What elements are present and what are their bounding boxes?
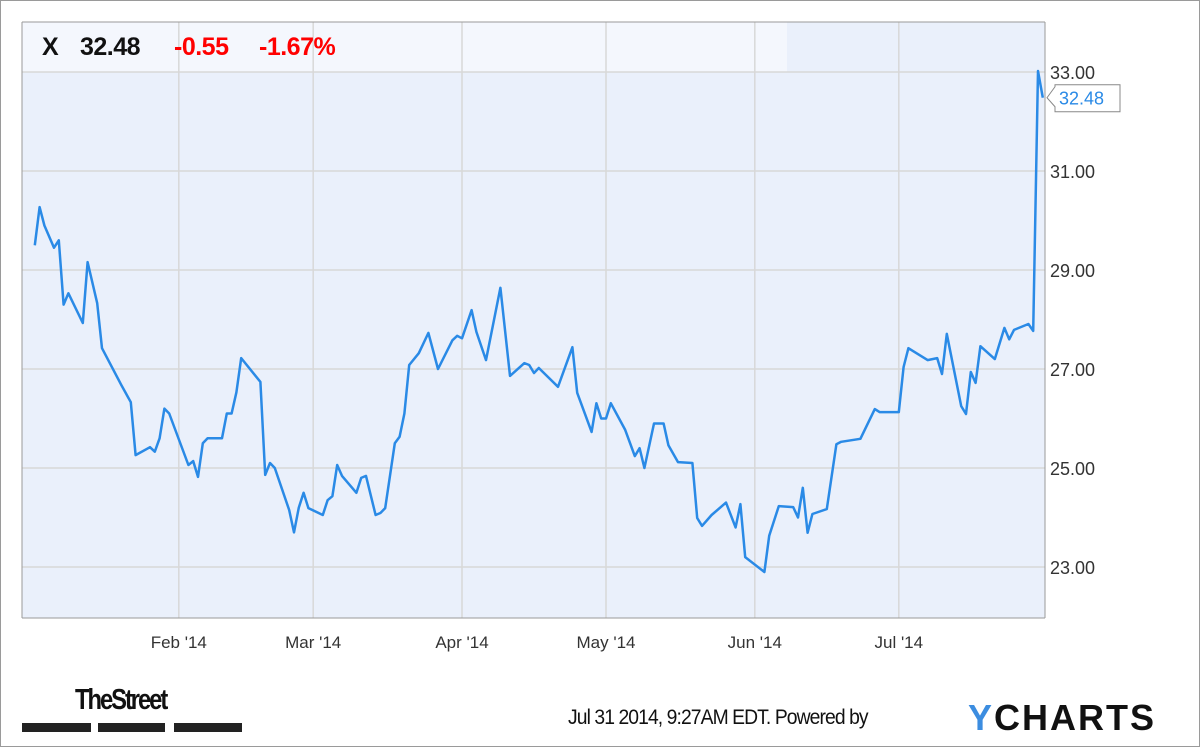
x-tick-label: Apr '14 (435, 633, 488, 652)
y-tick-label: 23.00 (1050, 558, 1095, 578)
price-change: -0.55 (174, 33, 229, 61)
price-line (33, 69, 1045, 574)
timestamp: Jul 31 2014, 9:27AM EDT. Powered by (568, 706, 869, 730)
y-tick-label: 27.00 (1050, 360, 1095, 380)
last-value-label: 32.48 (1059, 89, 1104, 109)
powered-by-text: Powered by (774, 706, 869, 729)
x-tick-label: Mar '14 (285, 633, 341, 652)
x-tick-label: Jul '14 (874, 633, 923, 652)
y-tick-label: 25.00 (1050, 459, 1095, 479)
ycharts-logo-y: Y (968, 697, 995, 738)
y-tick-label: 33.00 (1050, 63, 1095, 83)
thestreet-logo: TheStreet (75, 684, 168, 716)
ticker-symbol: X (42, 33, 59, 61)
ycharts-logo[interactable]: YCHARTS (968, 697, 1156, 739)
timestamp-text: Jul 31 2014, 9:27AM EDT. (568, 706, 771, 729)
y-tick-label: 29.00 (1050, 261, 1095, 281)
y-tick-label: 31.00 (1050, 162, 1095, 182)
last-price: 32.48 (80, 33, 141, 61)
thestreet-logo-bar (22, 723, 91, 732)
x-tick-label: Feb '14 (151, 633, 207, 652)
percent-change: -1.67% (259, 33, 336, 61)
plot-background (22, 22, 1045, 618)
header-band (22, 22, 787, 72)
x-tick-label: May '14 (577, 633, 636, 652)
ycharts-logo-text: CHARTS (994, 697, 1157, 738)
thestreet-logo-bar (174, 723, 242, 732)
thestreet-logo-bar (98, 723, 165, 732)
last-value-callout (1046, 84, 1121, 113)
x-tick-label: Jun '14 (728, 633, 782, 652)
